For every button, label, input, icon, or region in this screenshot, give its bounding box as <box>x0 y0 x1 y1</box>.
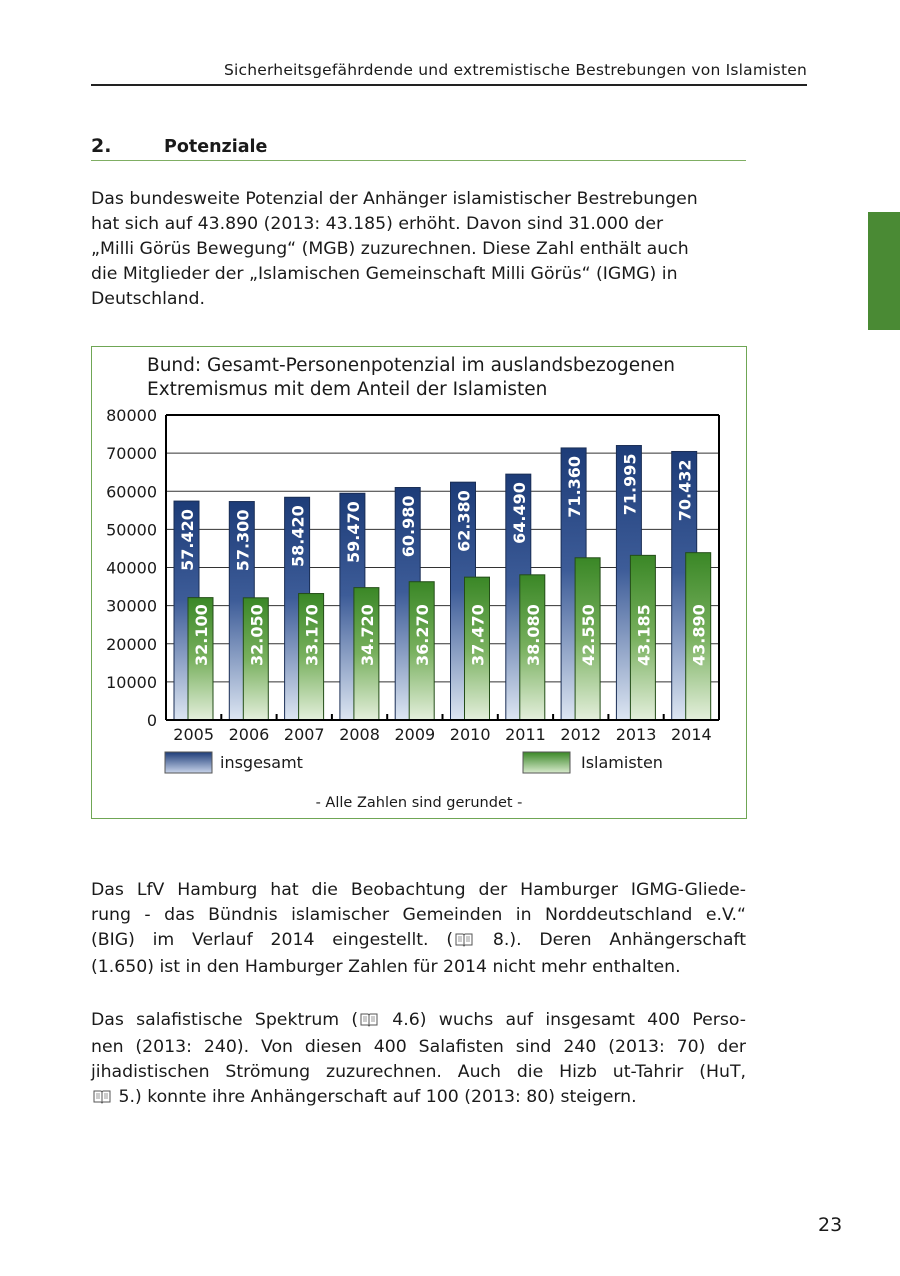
bar-label-insgesamt: 71.360 <box>565 456 584 518</box>
x-tick-label: 2012 <box>560 725 601 744</box>
bar-label-islamisten: 43.185 <box>634 604 653 666</box>
x-tick-label: 2007 <box>284 725 325 744</box>
x-tick-label: 2005 <box>173 725 214 744</box>
text-line: Das salafistische Spektrum ( 4.6) wuchs … <box>91 1008 746 1035</box>
paragraph-salafism: Das salafistische Spektrum ( 4.6) wuchs … <box>91 1008 746 1112</box>
text-line: (BIG) im Verlauf 2014 eingestellt. ( 8.)… <box>91 928 746 955</box>
page-number: 23 <box>818 1214 843 1236</box>
bar-label-islamisten: 42.550 <box>579 604 598 666</box>
text-segment: rung - das Bündnis islamischer Gemeinden… <box>91 905 746 925</box>
text-line: 5.) konnte ihre Anhängerschaft auf 100 (… <box>91 1085 746 1112</box>
x-tick-label: 2008 <box>339 725 380 744</box>
bar-label-insgesamt: 60.980 <box>399 496 418 558</box>
y-tick-label: 10000 <box>106 673 157 692</box>
bar-label-insgesamt: 62.380 <box>455 490 474 552</box>
x-tick-label: 2010 <box>450 725 491 744</box>
bar-label-insgesamt: 59.470 <box>344 501 363 563</box>
running-header: Sicherheitsgefährdende und extremistisch… <box>223 61 807 79</box>
x-tick-label: 2009 <box>394 725 435 744</box>
y-tick-label: 0 <box>147 711 157 730</box>
text-segment: nen (2013: 240). Von diesen 400 Salafist… <box>91 1037 746 1057</box>
x-tick-label: 2014 <box>671 725 712 744</box>
x-tick-label: 2013 <box>616 725 657 744</box>
text-line: hat sich auf 43.890 (2013: 43.185) erhöh… <box>91 214 664 234</box>
book-icon <box>93 1087 111 1112</box>
bar-islamisten <box>519 574 546 721</box>
section-number: 2. <box>91 135 112 157</box>
bar-label-insgesamt: 64.490 <box>510 482 529 544</box>
bar-islamisten <box>574 557 601 721</box>
header-rule <box>91 84 807 86</box>
x-tick-label: 2011 <box>505 725 546 744</box>
text-segment: jihadistischen Strömung zuzurechnen. Auc… <box>91 1062 746 1082</box>
text-line: Deutschland. <box>91 289 205 309</box>
bar-label-islamisten: 37.470 <box>469 604 488 666</box>
bar-islamisten <box>464 576 490 721</box>
bar-label-islamisten: 32.050 <box>247 604 266 666</box>
book-icon <box>360 1010 378 1035</box>
text-line: Das LfV Hamburg hat die Beobachtung der … <box>91 878 746 903</box>
bar-islamisten <box>242 597 269 721</box>
text-segment: (BIG) im Verlauf 2014 eingestellt. ( 8.)… <box>91 930 746 950</box>
intro-paragraph: Das bundesweite Potenzial der Anhänger i… <box>91 187 746 312</box>
text-segment: Das LfV Hamburg hat die Beobachtung der … <box>91 880 746 900</box>
bar-label-islamisten: 38.080 <box>524 604 543 666</box>
bar-label-islamisten: 32.100 <box>192 604 211 666</box>
chart-title-line-2: Extremismus mit dem Anteil der Islamiste… <box>147 379 547 400</box>
bar-label-insgesamt: 57.300 <box>233 510 252 572</box>
y-tick-label: 30000 <box>106 597 157 616</box>
book-icon <box>455 930 473 955</box>
bar-label-islamisten: 43.890 <box>690 604 709 666</box>
y-tick-label: 60000 <box>106 482 157 501</box>
bar-islamisten <box>298 593 325 721</box>
chapter-tab-marker <box>868 212 900 330</box>
bar-label-islamisten: 36.270 <box>413 604 432 666</box>
legend-label-insgesamt: insgesamt <box>220 753 303 772</box>
y-tick-label: 70000 <box>106 444 157 463</box>
bar-chart: Bund: Gesamt-Personenpotenzial im auslan… <box>106 355 720 811</box>
chart-frame: Bund: Gesamt-Personenpotenzial im auslan… <box>91 346 747 819</box>
text-line: jihadistischen Strömung zuzurechnen. Auc… <box>91 1060 746 1085</box>
y-tick-label: 40000 <box>106 559 157 578</box>
text-segment: 5.) konnte ihre Anhängerschaft auf 100 (… <box>91 1085 637 1112</box>
y-tick-label: 20000 <box>106 635 157 654</box>
y-tick-label: 50000 <box>106 520 157 539</box>
text-line: die Mitglieder der „Islamischen Gemeinsc… <box>91 264 678 284</box>
chart-footnote: - Alle Zahlen sind gerundet - <box>316 795 523 811</box>
text-line: rung - das Bündnis islamischer Gemeinden… <box>91 903 746 928</box>
x-tick-label: 2006 <box>229 725 270 744</box>
bar-label-insgesamt: 70.432 <box>676 459 695 521</box>
bar-label-insgesamt: 57.420 <box>178 509 197 571</box>
bar-islamisten <box>353 587 380 721</box>
chart-title-line-1: Bund: Gesamt-Personenpotenzial im auslan… <box>147 355 675 376</box>
text-line: Das bundesweite Potenzial der Anhänger i… <box>91 189 698 209</box>
legend-swatch-insgesamt <box>164 751 213 774</box>
bar-label-islamisten: 33.170 <box>303 604 322 666</box>
text-line: (1.650) ist in den Hamburger Zahlen für … <box>91 955 746 980</box>
paragraph-hamburg: Das LfV Hamburg hat die Beobachtung der … <box>91 878 746 980</box>
text-segment: (1.650) ist in den Hamburger Zahlen für … <box>91 957 681 977</box>
text-segment: Das salafistische Spektrum ( 4.6) wuchs … <box>91 1010 746 1030</box>
bar-label-insgesamt: 71.995 <box>620 454 639 516</box>
text-line: nen (2013: 240). Von diesen 400 Salafist… <box>91 1035 746 1060</box>
legend-swatch-islamisten <box>522 751 571 774</box>
bar-label-insgesamt: 58.420 <box>289 505 308 567</box>
section-rule <box>91 160 746 161</box>
section-title: Potenziale <box>164 137 268 157</box>
bar-label-islamisten: 34.720 <box>358 604 377 666</box>
text-line: „Milli Görüs Bewegung“ (MGB) zuzurechnen… <box>91 239 689 259</box>
y-tick-label: 80000 <box>106 406 157 425</box>
legend-label-islamisten: Islamisten <box>581 753 663 772</box>
